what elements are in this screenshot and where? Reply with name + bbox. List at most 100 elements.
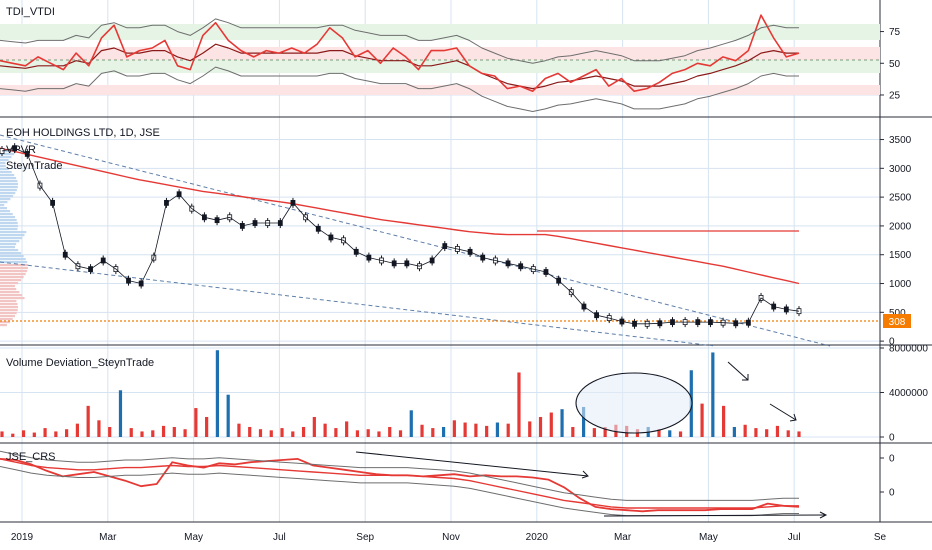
volume-bar	[161, 425, 166, 437]
vpvr-bar	[0, 297, 25, 300]
y-tick-label: 2500	[889, 193, 912, 204]
vpvr-bar	[0, 291, 20, 294]
x-tick-label: May	[699, 532, 718, 543]
volume-bar	[732, 426, 736, 437]
vpvr-bar	[0, 174, 15, 177]
y-tick-label: 1500	[889, 250, 912, 261]
volume-bar	[581, 406, 586, 437]
volume-bar	[678, 431, 683, 437]
volume-bar	[11, 433, 15, 437]
volume-bar	[560, 409, 564, 437]
volume-bar	[700, 403, 704, 437]
y-tick-label: 25	[889, 90, 901, 101]
volume-bar	[528, 421, 532, 437]
vpvr-bar	[0, 294, 23, 297]
vpvr-bar	[0, 165, 6, 168]
volume-bar	[345, 421, 349, 437]
vpvr-bar	[0, 150, 16, 153]
vpvr-bar	[0, 210, 11, 213]
vpvr-bar	[0, 216, 16, 219]
volume-bar	[549, 412, 553, 437]
x-tick-label: Mar	[614, 532, 632, 543]
vpvr-profile	[0, 150, 28, 327]
price-title: EOH HOLDINGS LTD, 1D, JSE	[6, 127, 160, 139]
vpvr-bar	[0, 324, 7, 327]
volume-bar	[226, 394, 230, 437]
steyntrade-legend: SteynTrade	[6, 160, 62, 172]
y-tick-label: 0	[889, 337, 895, 348]
y-tick-label: 3000	[889, 164, 912, 175]
crs-lines	[0, 450, 800, 517]
vpvr-bar	[0, 273, 26, 276]
volume-bar	[409, 410, 413, 437]
volume-bar	[312, 416, 316, 437]
vpvr-bar	[0, 240, 20, 243]
volume-bar	[32, 432, 36, 437]
price-candle-body	[0, 148, 5, 154]
vpvr-bar	[0, 213, 13, 216]
volume-bar	[506, 423, 510, 437]
y-tick-label: 0	[889, 433, 895, 444]
y-tick-label: 2000	[889, 221, 912, 232]
grid-layer	[0, 0, 932, 523]
x-tick-label: Nov	[442, 532, 460, 543]
axes: 2019 Mar May Jul Sep Nov 2020 Mar May Jul Se 25 50 75…	[11, 27, 928, 543]
y-tick-label: 0	[889, 454, 895, 465]
vpvr-bar	[0, 306, 18, 309]
vpvr-bar	[0, 207, 7, 210]
volume-arrow-2	[769, 403, 797, 421]
volume-bar	[205, 416, 209, 437]
vpvr-bar	[0, 288, 17, 291]
volume-bar	[797, 431, 801, 437]
last-price-tag: 308	[883, 314, 911, 328]
tdi-lower-mid-band	[0, 60, 880, 73]
vpvr-bar	[0, 177, 17, 180]
volume-bar	[765, 429, 769, 437]
vpvr-bar	[0, 162, 6, 165]
vpvr-bar	[0, 186, 18, 189]
volume-bar	[452, 420, 456, 437]
vpvr-bar	[0, 285, 15, 288]
price-pane[interactable]: EOH HOLDINGS LTD, 1D, JSE VPVR SteynTrad…	[0, 127, 880, 347]
x-tick-label: May	[184, 532, 203, 543]
volume-bar	[291, 431, 295, 437]
y-tick-label: 4000000	[889, 388, 928, 399]
vpvr-bar	[0, 282, 19, 285]
tdi-pane[interactable]: TDI_VTDI	[0, 6, 880, 112]
volume-bar	[54, 431, 58, 437]
vpvr-bar	[0, 249, 19, 252]
vpvr-bar	[0, 231, 27, 234]
volume-bar	[301, 426, 306, 437]
volume-pane[interactable]: Volume Deviation_SteynTrade	[0, 350, 801, 437]
vpvr-bar	[0, 219, 17, 222]
vpvr-bar	[0, 270, 28, 273]
vpvr-bar	[0, 264, 28, 267]
volume-bar	[743, 424, 747, 437]
vpvr-bar	[0, 246, 16, 249]
volume-bar	[388, 426, 392, 437]
vpvr-bar	[0, 168, 9, 171]
volume-bar	[97, 420, 101, 437]
vpvr-bar	[0, 225, 18, 228]
vpvr-bar	[0, 198, 11, 201]
vpvr-bar	[0, 228, 18, 231]
lower-trendline	[0, 261, 716, 347]
volume-bar	[237, 423, 241, 437]
volume-bar	[657, 429, 661, 437]
x-tick-label: 2020	[526, 532, 549, 543]
vpvr-bar	[0, 222, 18, 225]
vpvr-bar	[0, 189, 17, 192]
volume-bar	[775, 425, 780, 437]
volume-bar	[108, 426, 112, 437]
tdi-oversold-band	[0, 85, 880, 95]
volume-bar	[323, 423, 327, 437]
volume-bar	[485, 425, 489, 437]
y-tick-label: 0	[889, 488, 895, 499]
crs-pane[interactable]: JSE_CRS	[0, 450, 828, 519]
vpvr-bar	[0, 309, 18, 312]
vpvr-bar	[0, 201, 8, 204]
volume-bar	[75, 423, 79, 437]
moving-average-line	[0, 147, 800, 285]
x-tick-label: 2019	[11, 532, 34, 543]
